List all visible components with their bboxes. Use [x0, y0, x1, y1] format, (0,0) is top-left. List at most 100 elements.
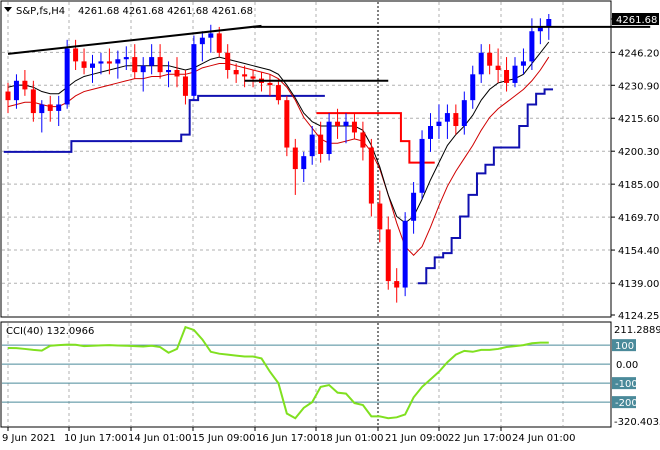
candle-body: [368, 147, 374, 204]
candle-body: [487, 52, 493, 66]
price-axis: 4261.68 4246.20 4230.90 4215.60 4200.30 4185.…: [611, 13, 659, 322]
candle: [64, 39, 70, 109]
candle-body: [318, 134, 324, 155]
cci-line-group: [7, 325, 549, 420]
candle: [512, 57, 518, 88]
candle: [123, 46, 129, 71]
black-moving-average-line: [7, 41, 550, 224]
trendline: [7, 24, 262, 55]
candle: [385, 216, 391, 290]
cci-level-tag: [612, 396, 636, 409]
moving-average-lines: [7, 41, 550, 256]
candle-body: [301, 156, 307, 170]
candle: [39, 100, 45, 133]
candle: [419, 130, 425, 200]
red-moving-average-line: [7, 56, 550, 256]
grid-lines: [2, 2, 610, 426]
candle: [428, 113, 433, 152]
candle: [174, 57, 180, 88]
price-tick-label: 4169.70: [618, 213, 659, 224]
time-tick-label: 21 Jun 09:00: [385, 433, 449, 444]
time-tick-label: 24 Jun 01:00: [512, 433, 576, 444]
candle-body: [360, 132, 366, 148]
candle: [225, 44, 231, 79]
candle: [199, 31, 205, 62]
candlesticks: [5, 14, 552, 303]
candle-body: [453, 113, 459, 127]
time-tick-label: 14 Jun 01:00: [128, 433, 192, 444]
candle-body: [191, 44, 197, 96]
candle-body: [149, 57, 155, 66]
envelope-lines: [3, 88, 554, 285]
cci-level-label: 0.00: [616, 360, 638, 371]
time-tick-label: 10 Jun 17:00: [64, 433, 128, 444]
candle: [250, 70, 256, 88]
candle-body: [13, 80, 19, 101]
candle: [98, 52, 104, 75]
candle-body: [22, 80, 28, 90]
candle-body: [284, 100, 290, 148]
candle-body: [402, 220, 408, 288]
candle: [149, 44, 155, 75]
candle: [326, 113, 332, 161]
cci-header-label: CCI(40) 132.0966: [6, 326, 94, 337]
candle: [191, 35, 197, 101]
time-tick-label: 9 Jun 2021: [2, 433, 56, 444]
candle-body: [512, 65, 518, 83]
candle-body: [377, 203, 383, 230]
price-tick-label: 4154.40: [618, 246, 659, 257]
candle-body: [81, 61, 87, 68]
dropdown-triangle-icon[interactable]: [4, 7, 12, 12]
candle-body: [242, 74, 248, 77]
cci-axis-max-label: 211.2889: [614, 325, 660, 336]
candle-body: [90, 63, 95, 68]
candle: [284, 95, 290, 157]
cci-axis-min-label: -320.4035: [614, 417, 660, 428]
candle-body: [394, 281, 400, 288]
candle: [495, 48, 501, 83]
candle: [436, 104, 442, 139]
candle-body: [56, 104, 62, 111]
trendlines: [7, 24, 651, 82]
candle-body: [428, 126, 433, 139]
candle-body: [166, 70, 172, 73]
candle: [242, 65, 248, 88]
candle-body: [174, 70, 180, 77]
candle-body: [216, 33, 222, 53]
upper-envelope-line: [316, 112, 435, 164]
time-tick-label: 18 Jun 01:00: [320, 433, 384, 444]
candle-body: [39, 104, 45, 114]
indicator-panel-frame: [0, 321, 612, 428]
candle-body: [436, 121, 442, 127]
candle-body: [529, 31, 535, 62]
candle-body: [106, 61, 112, 64]
candle: [182, 70, 188, 105]
candle-body: [504, 70, 510, 83]
candle-body: [5, 91, 11, 101]
current-price-tag: [612, 13, 659, 25]
lower-envelope-line: [3, 88, 554, 285]
cci-level-label: -200: [615, 398, 638, 409]
candle: [360, 121, 366, 161]
candle: [318, 121, 324, 163]
candle-body: [461, 100, 467, 127]
cci-level-label: 100: [615, 341, 634, 352]
candle-body: [419, 138, 425, 193]
candle: [216, 26, 222, 58]
cci-level-label: -100: [615, 379, 638, 390]
candle: [115, 50, 121, 79]
time-tick-label: 16 Jun 17:00: [256, 433, 320, 444]
candle-body: [292, 147, 298, 170]
candle: [301, 151, 307, 183]
candle-body: [335, 121, 341, 127]
candle: [132, 44, 138, 79]
candle: [444, 104, 450, 139]
candle-body: [267, 82, 273, 86]
candle: [140, 57, 146, 92]
candle-body: [275, 85, 281, 101]
candle-body: [98, 61, 104, 64]
candle: [537, 18, 543, 45]
cci-line: [7, 325, 549, 420]
cci-level-tag: [612, 339, 636, 352]
